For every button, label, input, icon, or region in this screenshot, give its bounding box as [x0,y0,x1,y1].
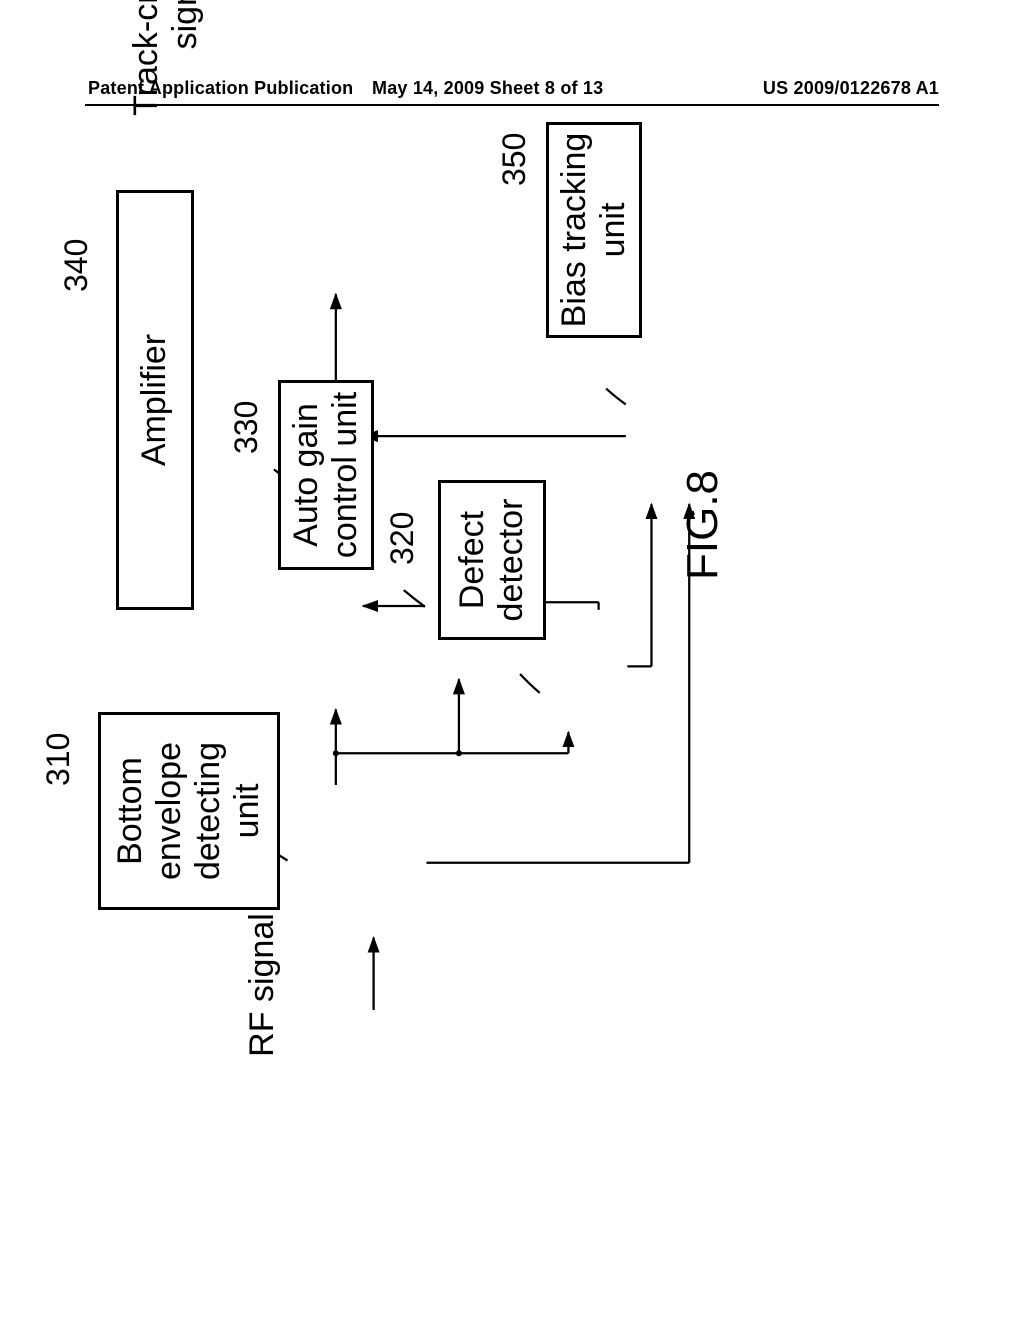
block-320: Defect detector [438,480,546,640]
output-label-text: Track-crossing signal [127,0,204,116]
block-310-text: Bottom envelope detecting unit [111,742,267,880]
figure-8: Bottom envelope detecting unit Amplifier… [18,270,998,1010]
block-310: Bottom envelope detecting unit [98,712,280,910]
input-label-text: RF signal [243,913,281,1057]
header-right: US 2009/0122678 A1 [763,78,939,99]
ref-340: 340 [58,239,95,292]
ref-310: 310 [40,733,77,786]
block-340: Amplifier [116,190,194,610]
output-label: Track-crossing signal [88,0,205,130]
block-330-text: Auto gain control unit [287,392,365,558]
block-340-text: Amplifier [135,334,174,466]
header-mid: May 14, 2009 Sheet 8 of 13 [372,78,603,99]
input-label: RF signal [243,900,282,1070]
figure-caption: FIG.8 [678,470,728,580]
block-330: Auto gain control unit [278,380,374,570]
header-rule [85,104,939,106]
block-350: Bias tracking unit [546,122,642,338]
block-350-text: Bias tracking unit [555,133,633,328]
ref-330: 330 [228,401,265,454]
block-320-text: Defect detector [453,499,531,622]
ref-350: 350 [496,133,533,186]
ref-320: 320 [384,512,421,565]
